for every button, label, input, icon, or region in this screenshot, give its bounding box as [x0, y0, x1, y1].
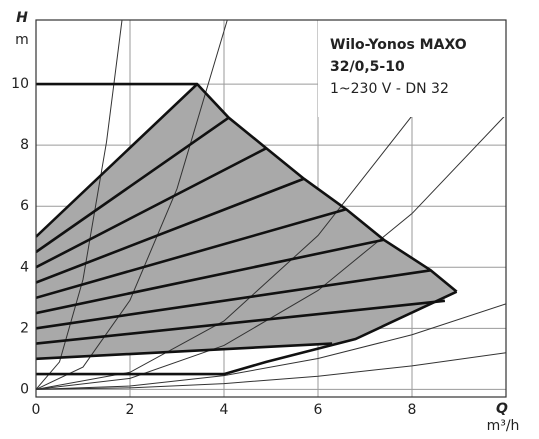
- y-tick-label: 10: [11, 76, 29, 92]
- pump-curve: [36, 116, 230, 254]
- y-axis-label: H: [16, 10, 28, 26]
- pump-curve: [36, 208, 347, 300]
- pump-curve: [36, 238, 385, 315]
- pump-curve: [36, 290, 458, 376]
- y-axis-unit: m: [15, 32, 29, 48]
- x-tick-label: 4: [220, 402, 229, 418]
- plot-frame: [35, 19, 507, 398]
- pump-curve: [36, 342, 333, 361]
- pump-curve: [36, 177, 305, 284]
- chart-title: Wilo-Yonos MAXO: [330, 37, 467, 53]
- x-tick-label: 6: [314, 402, 323, 418]
- y-tick-label: 6: [20, 198, 29, 214]
- x-tick-label: 0: [32, 402, 41, 418]
- y-tick-label: 8: [20, 137, 29, 153]
- plot-area: [36, 20, 506, 390]
- chart-subtitle: 1~230 V - DN 32: [330, 81, 449, 97]
- system-curve: [36, 352, 506, 390]
- pump-curve: [36, 299, 446, 345]
- system-curve: [36, 303, 506, 390]
- y-tick-label: 4: [20, 259, 29, 275]
- x-axis-unit: m³/h: [487, 418, 520, 434]
- y-tick-label: 0: [20, 381, 29, 397]
- x-axis-label: Q: [496, 401, 508, 417]
- x-tick-label: 8: [408, 402, 417, 418]
- y-tick-label: 2: [20, 320, 29, 336]
- system-curve: [36, 20, 123, 390]
- x-tick-label: 2: [126, 402, 135, 418]
- operating-area: [36, 84, 457, 359]
- pump-curve: [36, 269, 431, 330]
- title-box: [318, 20, 506, 117]
- pump-curve: [36, 147, 267, 269]
- chart-subtitle: 32/0,5-10: [330, 59, 405, 75]
